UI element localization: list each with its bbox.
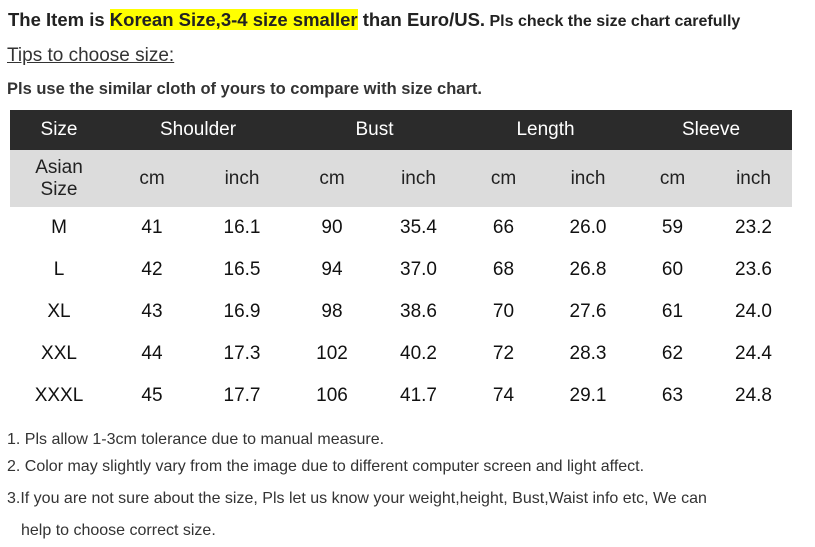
measurement-cell: 90 — [321, 217, 343, 238]
measurement-cell: 68 — [492, 259, 515, 280]
measurement-cell: 60 — [661, 259, 684, 280]
measurement-cell: 74 — [492, 385, 515, 406]
measurement-cell: 23.6 — [735, 259, 772, 280]
subheader-unit: inch — [196, 150, 288, 207]
table-row: XL 43 16.9 98 38.6 70 27.6 61 24.0 — [10, 291, 792, 333]
header-bust: Bust — [288, 110, 461, 150]
size-chart-table: Size Shoulder Bust Length Sleeve Asian Si… — [10, 110, 792, 417]
header-size: Size — [10, 110, 108, 150]
measurement-cell: 28.3 — [569, 343, 607, 364]
measurement-cell: 66 — [492, 217, 515, 238]
measurement-cell: 42 — [141, 259, 163, 280]
header-sleeve: Sleeve — [630, 110, 792, 150]
measurement-cell: 24.4 — [735, 343, 772, 364]
measurement-cell: 63 — [661, 385, 684, 406]
measurement-cell: 59 — [661, 217, 684, 238]
measurement-cell: 16.1 — [223, 217, 261, 238]
measurement-cell: 41 — [141, 217, 163, 238]
measurement-cell: 38.6 — [400, 301, 437, 322]
note-1: 1. Pls allow 1-3cm tolerance due to manu… — [7, 431, 385, 448]
tips-label: Tips to choose size: — [7, 45, 175, 66]
size-cell: XXXL — [34, 385, 84, 406]
measurement-cell: 17.3 — [223, 343, 261, 364]
subheader-asian-size: Asian Size — [10, 150, 108, 207]
note-3: 3.If you are not sure about the size, Pl… — [7, 490, 707, 507]
measurement-cell: 45 — [141, 385, 163, 406]
subheader-unit: inch — [715, 150, 792, 207]
measurement-cell: 62 — [661, 343, 684, 364]
measurement-cell: 16.5 — [223, 259, 261, 280]
measurement-cell: 26.0 — [569, 217, 607, 238]
measurement-cell: 94 — [321, 259, 343, 280]
measurement-cell: 17.7 — [223, 385, 261, 406]
header-shoulder: Shoulder — [108, 110, 288, 150]
measurement-cell: 44 — [141, 343, 163, 364]
measurement-cell: 26.8 — [569, 259, 607, 280]
size-cell: XXL — [41, 343, 77, 364]
subheader-unit: cm — [108, 150, 196, 207]
table-row: XXL 44 17.3 102 40.2 72 28.3 62 24.4 — [10, 333, 792, 375]
table-row: XXXL 45 17.7 106 41.7 74 29.1 63 24.8 — [10, 375, 792, 417]
measurement-cell: 23.2 — [735, 217, 772, 238]
measurement-cell: 41.7 — [400, 385, 437, 406]
measurement-cell: 35.4 — [400, 217, 437, 238]
heading-suffix: Pls check the size chart carefully — [485, 13, 741, 30]
header-length: Length — [461, 110, 630, 150]
measurement-cell: 37.0 — [400, 259, 437, 280]
table-header-row: Size Shoulder Bust Length Sleeve — [10, 110, 792, 150]
measurement-cell: 102 — [316, 343, 348, 364]
size-cell: L — [53, 259, 65, 280]
subheader-unit: cm — [288, 150, 376, 207]
measurement-cell: 98 — [321, 301, 343, 322]
table-subheader-row: Asian Size cm inch cm inch cm inch cm inch — [10, 150, 792, 207]
subheader-unit: cm — [461, 150, 546, 207]
note-2: 2. Color may slightly vary from the imag… — [7, 458, 645, 475]
measurement-cell: 16.9 — [223, 301, 261, 322]
measurement-cell: 40.2 — [400, 343, 437, 364]
measurement-cell: 43 — [141, 301, 163, 322]
heading: The Item is Korean Size,3-4 size smaller… — [8, 9, 740, 31]
heading-highlight: Korean Size,3-4 size smaller — [109, 9, 358, 30]
measurement-cell: 61 — [661, 301, 684, 322]
size-cell: XL — [47, 301, 71, 322]
instruction: Pls use the similar cloth of yours to co… — [7, 80, 482, 98]
size-cell: M — [51, 217, 67, 238]
measurement-cell: 29.1 — [569, 385, 607, 406]
subheader-unit: cm — [630, 150, 715, 207]
table-row: L 42 16.5 94 37.0 68 26.8 60 23.6 — [10, 249, 792, 291]
subheader-unit: inch — [376, 150, 461, 207]
table-row: M 41 16.1 90 35.4 66 26.0 59 23.2 — [10, 207, 792, 249]
heading-middle: than Euro/US. — [357, 9, 486, 30]
measurement-cell: 70 — [492, 301, 515, 322]
measurement-cell: 24.0 — [735, 301, 772, 322]
measurement-cell: 106 — [316, 385, 348, 406]
measurement-cell: 27.6 — [569, 301, 607, 322]
heading-prefix: The Item is — [8, 9, 110, 30]
measurement-cell: 72 — [492, 343, 515, 364]
subheader-unit: inch — [546, 150, 630, 207]
measurement-cell: 24.8 — [735, 385, 772, 406]
note-3-continued: help to choose correct size. — [21, 522, 216, 539]
